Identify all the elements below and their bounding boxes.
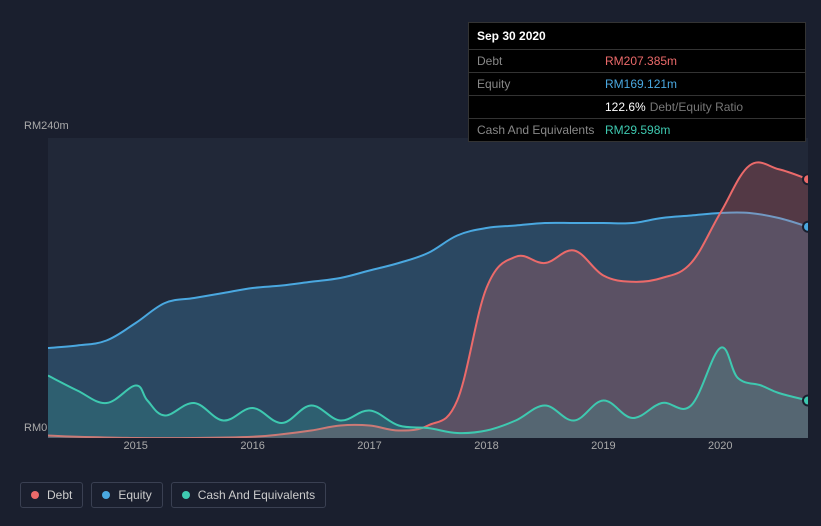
tooltip-ratio-label: Debt/Equity Ratio <box>650 100 743 114</box>
x-tick-label: 2020 <box>708 440 732 452</box>
end-marker-equity <box>803 222 808 232</box>
legend-dot-icon <box>31 491 39 499</box>
x-tick-label: 2017 <box>357 440 381 452</box>
legend-item-cash[interactable]: Cash And Equivalents <box>171 482 326 508</box>
end-marker-cash-and-equivalents <box>803 396 808 406</box>
tooltip-label: Cash And Equivalents <box>477 123 605 137</box>
legend-item-equity[interactable]: Equity <box>91 482 162 508</box>
x-tick-label: 2015 <box>123 440 147 452</box>
legend-dot-icon <box>102 491 110 499</box>
legend-dot-icon <box>182 491 190 499</box>
tooltip-value: RM207.385m <box>605 54 677 68</box>
tooltip-box: Sep 30 2020 Debt RM207.385m Equity RM169… <box>468 22 806 142</box>
tooltip-row-cash: Cash And Equivalents RM29.598m <box>469 119 805 141</box>
tooltip-ratio-pct: 122.6% <box>605 100 646 114</box>
tooltip-row-equity: Equity RM169.121m <box>469 73 805 96</box>
end-marker-debt <box>803 174 808 184</box>
chart-svg[interactable] <box>48 138 808 438</box>
x-tick-label: 2016 <box>240 440 264 452</box>
x-tick-label: 2019 <box>591 440 615 452</box>
legend-item-debt[interactable]: Debt <box>20 482 83 508</box>
tooltip-value: RM29.598m <box>605 123 670 137</box>
tooltip-date: Sep 30 2020 <box>469 23 805 50</box>
chart-container: RM240m RM0 2015 2016 2017 2018 2019 2020 <box>18 120 808 476</box>
legend: Debt Equity Cash And Equivalents <box>20 482 326 508</box>
tooltip-value: RM169.121m <box>605 77 677 91</box>
tooltip-label <box>477 100 605 114</box>
y-axis-zero-label: RM0 <box>24 422 47 434</box>
y-axis-max-label: RM240m <box>24 120 69 132</box>
tooltip-row-debt: Debt RM207.385m <box>469 50 805 73</box>
tooltip-label: Equity <box>477 77 605 91</box>
legend-label: Debt <box>47 488 72 502</box>
legend-label: Cash And Equivalents <box>198 488 315 502</box>
x-tick-label: 2018 <box>474 440 498 452</box>
tooltip-label: Debt <box>477 54 605 68</box>
tooltip-row-ratio: 122.6% Debt/Equity Ratio <box>469 96 805 119</box>
legend-label: Equity <box>118 488 151 502</box>
